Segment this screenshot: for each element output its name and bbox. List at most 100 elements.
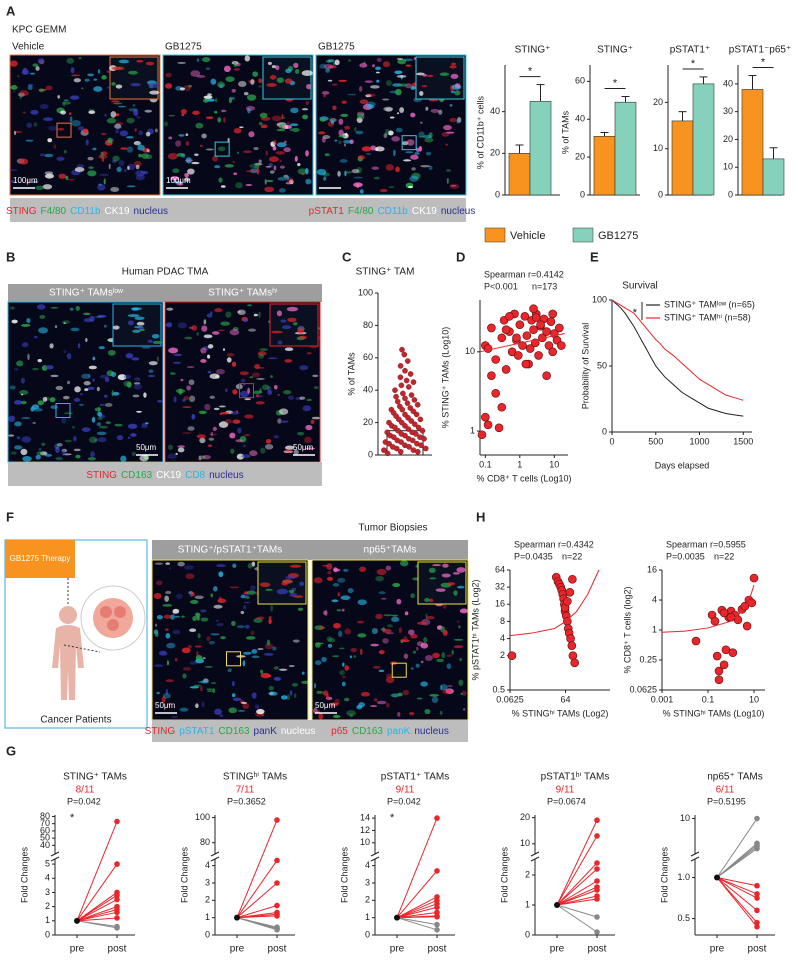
texture (131, 357, 140, 361)
point (419, 427, 426, 434)
pair-line (236, 915, 278, 919)
header-bar (8, 284, 322, 302)
point (399, 406, 406, 413)
texture (430, 108, 440, 113)
panel-letter: C (342, 249, 352, 264)
texture (445, 143, 448, 146)
texture (191, 324, 198, 331)
texture (244, 398, 251, 401)
y-tick-label: 80 (200, 837, 210, 847)
texture (255, 401, 265, 405)
texture (386, 702, 390, 708)
y-tick-label: 1 (205, 912, 210, 922)
pair-line (76, 917, 118, 922)
texture (81, 373, 91, 379)
texture (75, 305, 80, 311)
texture (237, 309, 246, 316)
texture (120, 455, 127, 463)
point (529, 304, 538, 313)
y-tick-label: 80 (40, 811, 50, 821)
texture (185, 573, 195, 580)
texture (318, 131, 326, 135)
texture (385, 565, 392, 571)
texture (178, 134, 185, 137)
point (726, 612, 736, 622)
texture (341, 100, 347, 104)
x-tick-label: pre (710, 944, 725, 955)
point (529, 325, 538, 335)
point (563, 597, 572, 606)
texture (207, 444, 213, 447)
stain: CD163 (352, 726, 384, 737)
texture (207, 344, 214, 349)
pair-line (556, 904, 598, 918)
x-tick-label: 1500 (733, 436, 753, 446)
post-point (754, 815, 760, 822)
texture (441, 573, 451, 578)
y-tick-label: 4 (45, 873, 50, 883)
texture (218, 329, 226, 332)
texture (242, 660, 246, 667)
texture (180, 108, 187, 115)
texture (107, 349, 116, 356)
survival-line (611, 299, 744, 417)
texture (22, 111, 26, 114)
point (520, 312, 530, 321)
scale-label: 100μm (13, 176, 38, 185)
texture (254, 164, 260, 170)
texture (125, 136, 134, 139)
texture (214, 110, 218, 114)
texture (19, 90, 29, 97)
texture (207, 93, 212, 96)
texture (103, 178, 106, 185)
pair-line (236, 905, 278, 919)
texture (85, 337, 88, 342)
point (402, 367, 408, 374)
texture (316, 690, 323, 695)
pair-line (396, 903, 438, 919)
point (505, 312, 514, 321)
texture (302, 405, 312, 412)
point (542, 327, 551, 336)
texture (153, 592, 162, 600)
texture (451, 62, 456, 66)
y-tick-label: 16 (495, 599, 505, 609)
point (398, 382, 405, 389)
texture (110, 111, 117, 118)
point (403, 377, 410, 384)
texture (452, 572, 460, 575)
texture (232, 681, 235, 687)
texture (293, 693, 297, 699)
texture (378, 650, 385, 655)
texture (264, 178, 267, 185)
roi (56, 122, 72, 138)
y-tick-label: 4 (652, 594, 657, 604)
texture (189, 628, 197, 633)
texture (214, 165, 221, 169)
p-value: P=0.5195 (707, 796, 746, 806)
texture (327, 59, 335, 63)
texture (305, 447, 316, 450)
texture (136, 115, 141, 119)
texture (362, 112, 365, 120)
texture (118, 160, 125, 167)
cell (114, 606, 126, 618)
texture (156, 356, 159, 362)
point (415, 448, 421, 455)
y-tick-label: 0.25 (639, 654, 657, 664)
texture (273, 435, 280, 439)
post-point (274, 913, 280, 919)
texture (70, 327, 80, 332)
texture (117, 374, 127, 381)
texture (301, 671, 305, 675)
texture (223, 65, 231, 73)
texture (388, 186, 395, 188)
texture (343, 568, 349, 572)
texture (250, 630, 255, 636)
texture (172, 361, 182, 364)
pair-line (396, 899, 438, 919)
pair-line (556, 835, 598, 906)
texture (268, 691, 278, 696)
post-point (434, 927, 440, 933)
texture (126, 117, 135, 124)
